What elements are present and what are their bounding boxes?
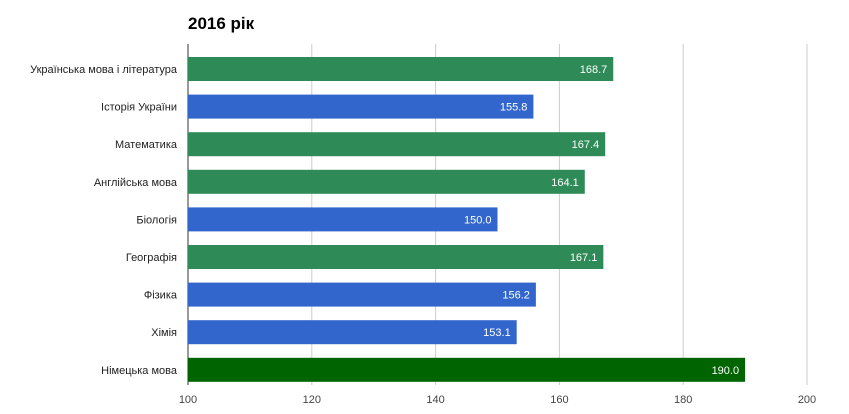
chart-title: 2016 рік xyxy=(188,14,255,33)
x-tick-label: 140 xyxy=(426,394,444,406)
bar xyxy=(188,357,746,382)
category-label: Англійська мова xyxy=(94,177,178,189)
bar-value-label: 155.8 xyxy=(500,102,528,114)
bar xyxy=(188,282,536,307)
bar-value-label: 167.1 xyxy=(570,252,598,264)
bar-value-label: 190.0 xyxy=(712,365,740,377)
category-label: Біологія xyxy=(136,214,177,226)
x-axis-ticks: 100 120 140 160 180 200 xyxy=(179,394,816,406)
bar-value-label: 153.1 xyxy=(483,327,511,339)
bar xyxy=(188,169,585,194)
bar-value-label: 156.2 xyxy=(502,290,530,302)
bar xyxy=(188,132,606,157)
x-tick-label: 180 xyxy=(674,394,692,406)
x-tick-label: 160 xyxy=(550,394,568,406)
bar xyxy=(188,94,534,119)
x-tick-label: 200 xyxy=(798,394,816,406)
x-tick-label: 120 xyxy=(303,394,321,406)
category-label: Фізика xyxy=(144,290,178,302)
bar-value-label: 164.1 xyxy=(551,177,579,189)
bar xyxy=(188,320,517,345)
category-label: Історія України xyxy=(101,102,177,114)
x-tick-label: 100 xyxy=(179,394,197,406)
bar xyxy=(188,207,498,232)
bar-value-label: 150.0 xyxy=(464,214,492,226)
category-label: Українська мова і література xyxy=(30,64,178,76)
category-label: Математика xyxy=(115,139,178,151)
category-labels: Українська мова і література Історія Укра… xyxy=(30,64,178,377)
bar-value-label: 167.4 xyxy=(572,139,600,151)
category-label: Хімія xyxy=(151,327,177,339)
category-label: Географія xyxy=(126,252,177,264)
bar xyxy=(188,57,614,81)
category-label: Німецька мова xyxy=(101,365,178,377)
bars: 168.7 155.8 167.4 164.1 150.0 167.1 156.2 153.1… xyxy=(188,57,746,382)
bar xyxy=(188,245,604,269)
bar-value-label: 168.7 xyxy=(580,64,608,76)
